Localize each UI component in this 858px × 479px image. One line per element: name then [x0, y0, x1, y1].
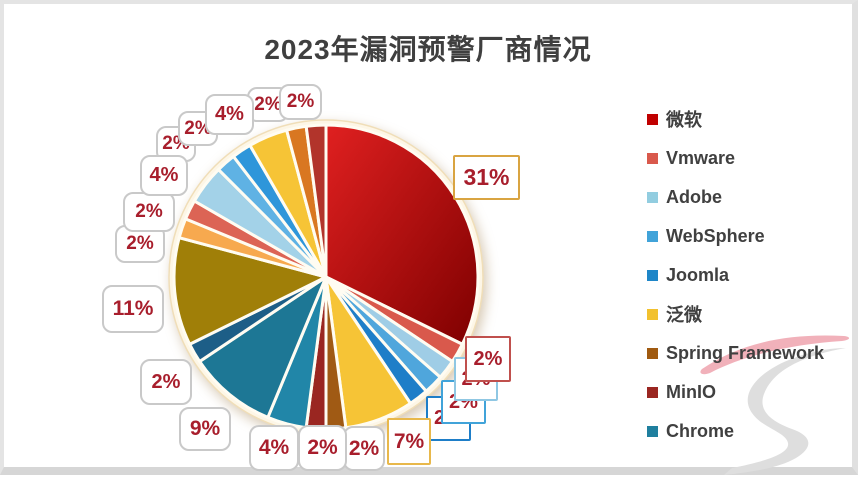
legend-label: Spring Framework — [666, 342, 825, 363]
legend-label: WebSphere — [666, 225, 765, 246]
legend-label: MinIO — [666, 381, 716, 402]
legend-item: WebSphere — [647, 225, 824, 247]
legend-item: 微软 — [647, 108, 824, 130]
legend-swatch-icon — [647, 308, 658, 320]
legend-item: Spring Framework — [647, 342, 824, 364]
legend-label: 微软 — [666, 110, 702, 130]
legend-item: 泛微 — [647, 303, 824, 325]
legend-swatch-icon — [647, 269, 658, 281]
chart-legend: 微软 Vmware Adobe WebSphere Joomla 泛微 Spring Fra… — [647, 108, 824, 459]
pie-slice — [304, 123, 328, 279]
chart-title: 2023年漏洞预警厂商情况 — [264, 34, 592, 65]
legend-item: Adobe — [647, 186, 824, 208]
legend-swatch-icon — [647, 386, 658, 398]
legend-item: MinIO — [647, 381, 824, 403]
legend-swatch-icon — [647, 425, 658, 437]
legend-label: Adobe — [666, 186, 722, 207]
legend-swatch-icon — [647, 191, 658, 203]
legend-label: 泛微 — [666, 305, 702, 325]
legend-swatch-icon — [647, 230, 658, 242]
legend-item: Chrome — [647, 420, 824, 442]
legend-label: Joomla — [666, 264, 730, 285]
legend-swatch-icon — [647, 347, 658, 359]
legend-swatch-icon — [647, 152, 658, 164]
legend-label: Vmware — [666, 147, 736, 168]
legend-swatch-icon — [647, 113, 658, 125]
legend-item: Vmware — [647, 147, 824, 169]
pie-slice — [198, 275, 328, 419]
pie-slice — [172, 236, 328, 346]
legend-item: Joomla — [647, 264, 824, 286]
legend-label: Chrome — [666, 420, 735, 441]
